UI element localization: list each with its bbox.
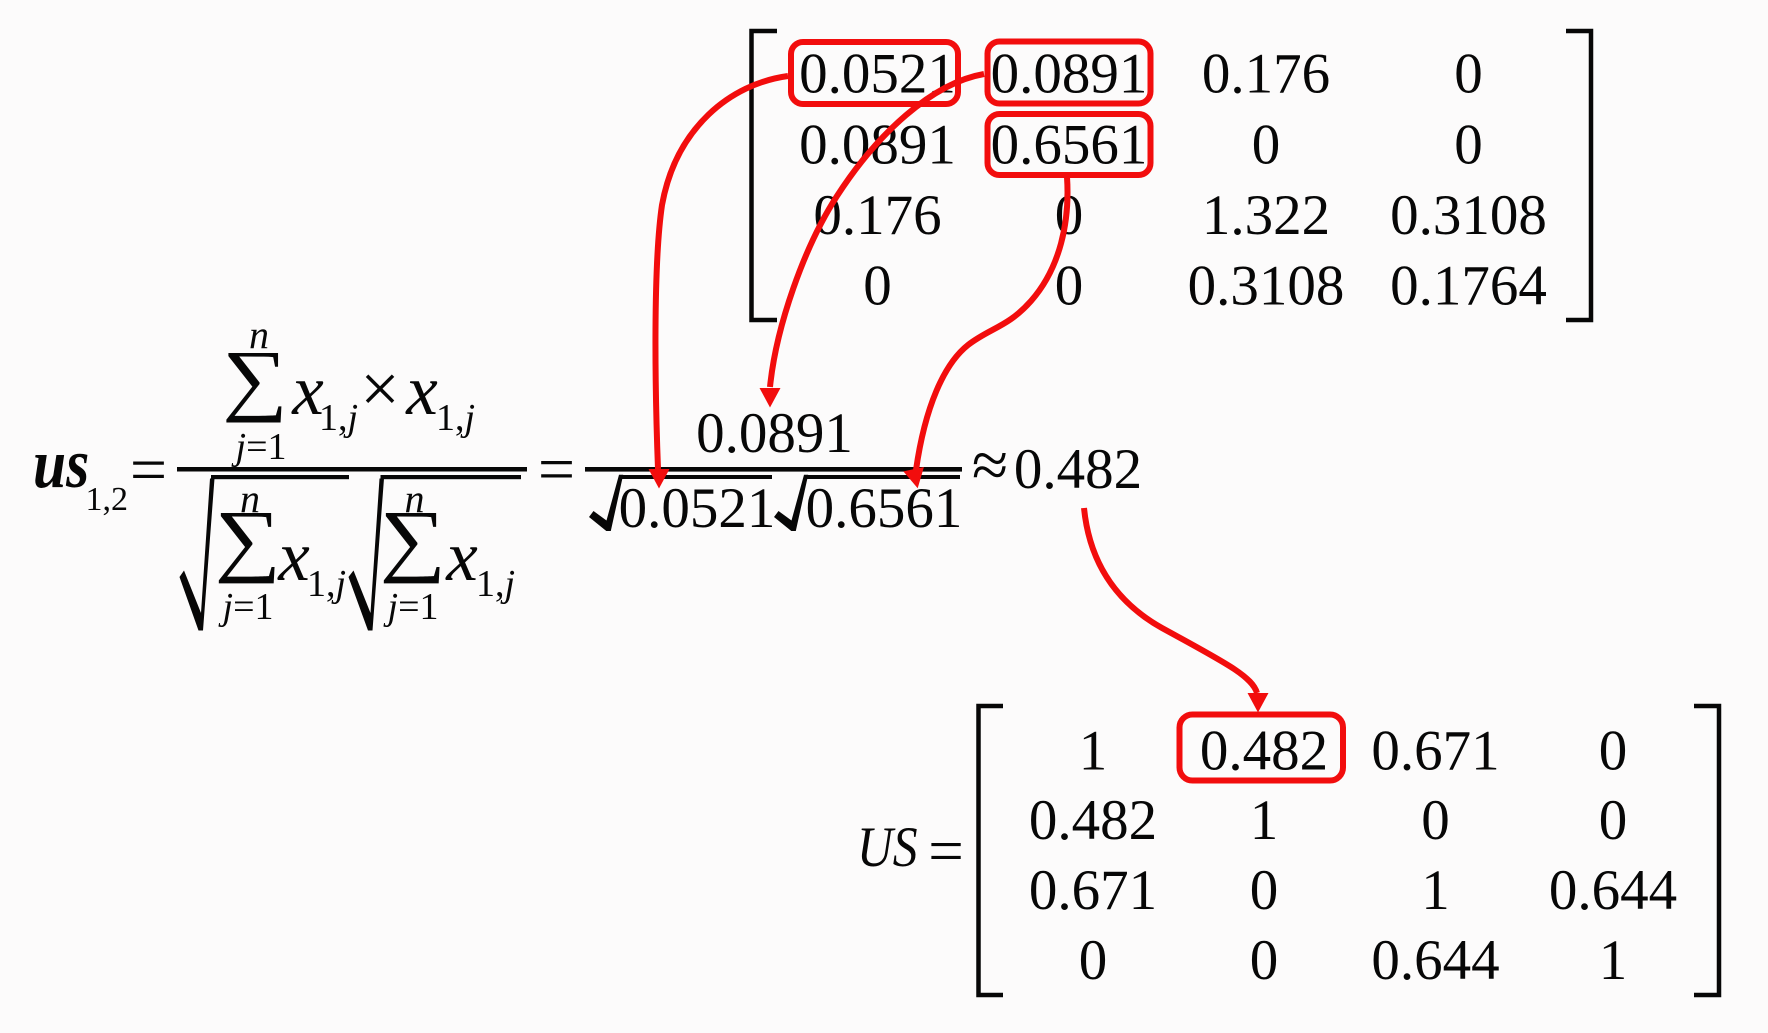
svg-text:1,2: 1,2 <box>86 481 129 518</box>
svg-text:×: × <box>360 351 399 428</box>
svg-text:us: us <box>33 426 89 504</box>
svg-text:1,j: 1,j <box>476 563 515 605</box>
svg-text:n: n <box>405 476 425 521</box>
svg-text:0: 0 <box>1250 929 1279 992</box>
svg-text:1,j: 1,j <box>307 563 346 605</box>
svg-text:∑: ∑ <box>222 334 288 423</box>
svg-text:=: = <box>928 816 964 886</box>
svg-text:0.1764: 0.1764 <box>1390 255 1547 318</box>
svg-text:0: 0 <box>1454 114 1483 177</box>
svg-text:=: = <box>538 433 575 506</box>
svg-text:0.644: 0.644 <box>1549 859 1677 922</box>
svg-text:0.6561: 0.6561 <box>991 114 1148 177</box>
svg-text:0.671: 0.671 <box>1029 859 1157 922</box>
svg-text:0.0521: 0.0521 <box>619 477 776 540</box>
svg-text:0.482: 0.482 <box>1014 438 1142 501</box>
svg-text:0.0891: 0.0891 <box>696 402 853 465</box>
svg-text:0: 0 <box>1454 43 1483 106</box>
svg-text:1.322: 1.322 <box>1202 184 1330 247</box>
svg-text:≈: ≈ <box>972 429 1008 502</box>
svg-text:0.3108: 0.3108 <box>1390 184 1547 247</box>
svg-text:n: n <box>249 312 269 357</box>
svg-text:j=1: j=1 <box>218 586 274 628</box>
svg-text:0.671: 0.671 <box>1371 720 1499 783</box>
svg-text:n: n <box>240 476 260 521</box>
svg-text:1: 1 <box>1250 789 1279 852</box>
svg-text:0.3108: 0.3108 <box>1188 255 1345 318</box>
svg-text:0.482: 0.482 <box>1029 789 1157 852</box>
svg-text:1,j: 1,j <box>319 397 358 439</box>
svg-text:0: 0 <box>863 255 892 318</box>
svg-text:0.482: 0.482 <box>1200 720 1328 783</box>
svg-text:0: 0 <box>1599 720 1628 783</box>
svg-text:0: 0 <box>1599 789 1628 852</box>
svg-text:x: x <box>445 518 478 596</box>
svg-text:x: x <box>277 518 310 596</box>
svg-text:0.6561: 0.6561 <box>806 477 963 540</box>
svg-text:1: 1 <box>1599 929 1628 992</box>
svg-text:US: US <box>857 815 918 879</box>
svg-text:0: 0 <box>1252 114 1281 177</box>
svg-text:0: 0 <box>1055 255 1084 318</box>
svg-text:1,j: 1,j <box>436 397 475 439</box>
svg-text:0: 0 <box>1250 859 1279 922</box>
svg-text:j=1: j=1 <box>231 426 287 468</box>
svg-text:∑: ∑ <box>215 494 281 584</box>
svg-text:0.176: 0.176 <box>1202 43 1330 106</box>
svg-text:0.644: 0.644 <box>1371 929 1499 992</box>
svg-text:∑: ∑ <box>380 494 446 584</box>
svg-text:0.0891: 0.0891 <box>991 43 1148 106</box>
svg-text:1: 1 <box>1421 859 1450 922</box>
svg-text:=: = <box>130 434 167 507</box>
svg-text:0: 0 <box>1079 929 1108 992</box>
svg-text:x: x <box>291 352 324 430</box>
svg-text:1: 1 <box>1079 720 1108 783</box>
svg-text:x: x <box>405 352 438 430</box>
svg-text:0.176: 0.176 <box>813 184 941 247</box>
svg-text:0: 0 <box>1421 789 1450 852</box>
svg-text:j=1: j=1 <box>383 586 439 628</box>
